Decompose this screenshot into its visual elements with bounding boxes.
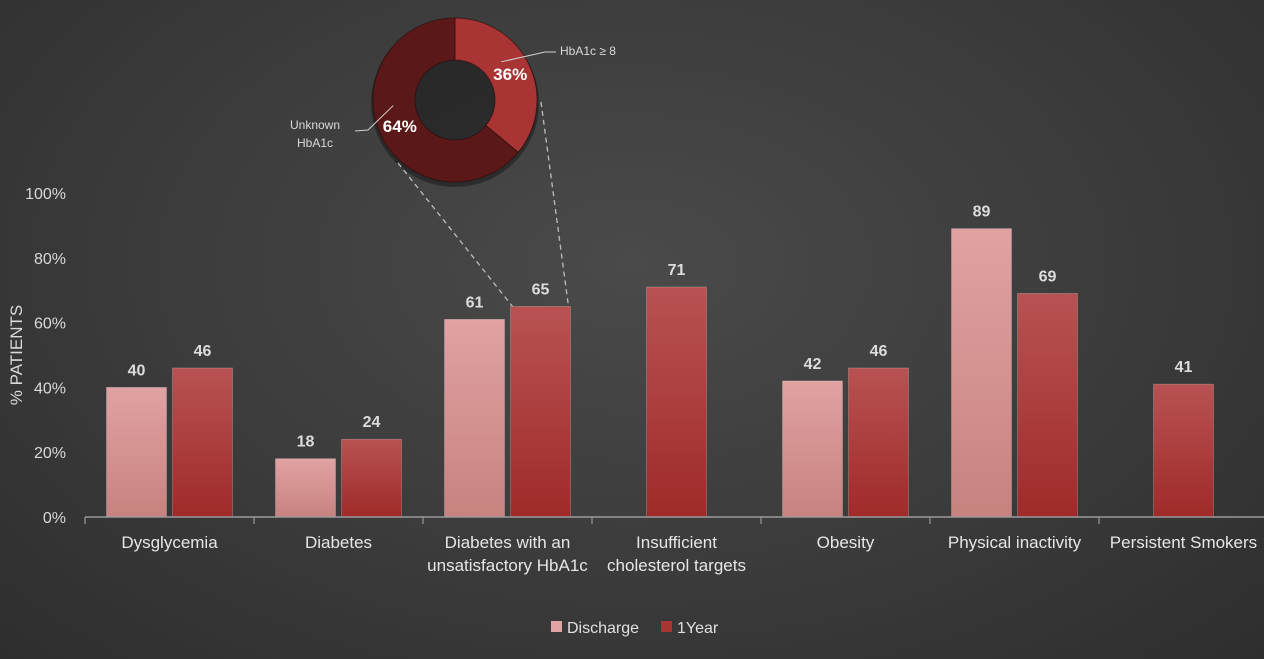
x-category-label: Diabetes with an unsatisfactory HbA1c [427,533,588,575]
bar-1year [172,367,233,518]
y-tick-label: 20% [34,445,66,462]
y-tick-label: 60% [34,316,66,333]
x-ticks [84,517,1100,524]
legend-label: 1Year [677,620,719,637]
donut-callout-label: Unknown HbA1c [290,118,340,150]
bar-value-label: 71 [668,262,686,279]
donut-slice [372,17,519,183]
bar-value-label: 46 [870,343,888,360]
x-axis-labels: Dysglycemia Diabetes Diabetes with an unsat… [121,533,1257,575]
donut-connectors [397,101,570,307]
bar-discharge [444,318,505,518]
donut-percent-label: 64% [383,117,417,136]
x-category-label: Obesity [817,533,875,552]
donut-chart: 36% 64% HbA1c ≥ 8 Unknown HbA1c [290,17,616,187]
donut-callout-label: HbA1c ≥ 8 [560,44,616,58]
bar-value-label: 18 [297,434,315,451]
x-category-label: Diabetes [305,533,372,552]
bar-1year [1153,383,1214,518]
bar-1year [646,286,707,518]
legend-label: Discharge [567,620,639,637]
bars-group: 40 46 18 24 61 65 71 42 46 89 69 41 [106,204,1214,518]
y-tick-label: 40% [34,380,66,397]
legend: Discharge 1Year [551,620,719,637]
callout-line [501,51,556,63]
y-axis: 0% 20% 40% 60% 80% 100% [25,186,66,527]
connector-line [397,162,514,307]
x-category-label: Dysglycemia [121,533,218,552]
bar-value-label: 61 [466,294,484,311]
x-category-label: Persistent Smokers [1110,533,1257,552]
y-tick-label: 0% [43,510,66,527]
connector-line [540,101,570,307]
bar-value-label: 46 [194,343,212,360]
bar-discharge [106,386,167,518]
legend-swatch [551,621,562,632]
bar-value-label: 65 [532,281,550,298]
bar-value-label: 42 [804,356,822,373]
bar-value-label: 41 [1175,359,1193,376]
bar-discharge [951,228,1012,518]
legend-swatch [661,621,672,632]
bar-discharge [782,380,843,518]
bar-value-label: 40 [128,362,146,379]
bar-value-label: 69 [1039,268,1057,285]
donut-percent-label: 36% [493,65,527,84]
y-tick-label: 80% [34,251,66,268]
bar-1year [510,305,571,518]
callout-line [354,105,394,132]
y-tick-label: 100% [25,186,66,203]
x-category-label: Physical inactivity [948,533,1082,552]
bar-1year [341,438,402,518]
donut-slice [454,17,538,153]
bar-discharge [275,458,336,518]
bar-value-label: 89 [973,204,991,221]
bar-1year [848,367,909,518]
bar-1year [1017,293,1078,518]
x-category-label: Insufficient cholesterol targets [607,533,746,575]
y-axis-title: % PATIENTS [7,305,26,405]
bar-value-label: 24 [363,414,381,431]
